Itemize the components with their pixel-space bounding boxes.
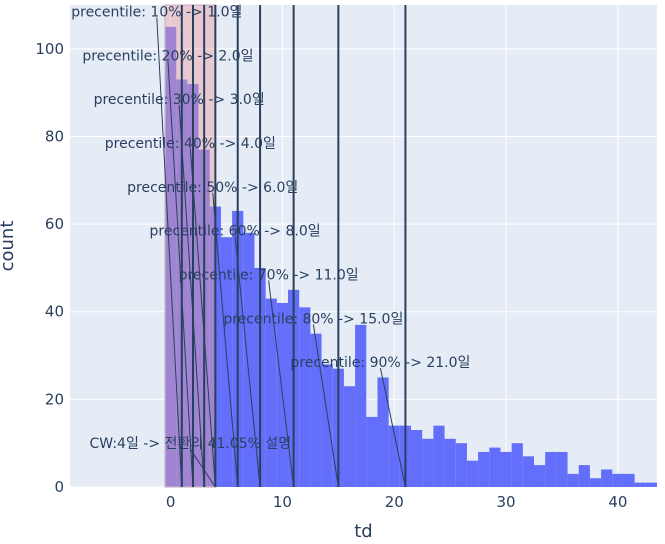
histogram-bar — [612, 473, 624, 487]
annotation-label: precentile: 90% -> 21.0일 — [290, 355, 470, 371]
axis-ticks: 0 10 20 30 40 0 20 40 60 80 100 — [35, 40, 627, 511]
histogram-bar — [422, 438, 434, 487]
histogram-bar — [321, 364, 333, 487]
annotation-arrow — [156, 17, 183, 488]
annotation-arrow — [178, 105, 205, 488]
annotation-label: CW:4일 -> 전환의 41.05% 설명 — [90, 436, 292, 452]
annotation-arrow — [189, 148, 216, 488]
histogram-bar — [645, 482, 657, 487]
histogram-bar — [466, 460, 479, 487]
histogram-bar — [265, 298, 277, 487]
histogram-bar — [433, 425, 445, 487]
histogram-bar — [522, 456, 535, 487]
x-tick-label: 30 — [497, 493, 516, 511]
y-tick-label: 20 — [45, 390, 64, 408]
y-tick-label: 80 — [45, 127, 64, 145]
histogram-bar — [567, 473, 579, 487]
annotation-label: precentile: 60% -> 8.0일 — [150, 224, 321, 240]
histogram-bar — [343, 386, 356, 487]
annotations: precentile: 10% -> 1.0일 precentile: 20% -… — [71, 5, 470, 488]
histogram-bar — [355, 324, 367, 487]
histogram-bar — [545, 451, 557, 487]
percentile-lines — [180, 5, 407, 487]
shaded-region — [164, 4, 217, 488]
y-tick-label: 100 — [35, 40, 64, 58]
annotation-label: precentile: 80% -> 15.0일 — [223, 311, 403, 327]
annotation-label: precentile: 30% -> 3.0일 — [94, 92, 265, 108]
y-tick-label: 60 — [45, 215, 64, 233]
histogram-bar — [243, 232, 255, 487]
histogram-bar — [299, 307, 311, 487]
histogram-bar — [165, 26, 177, 488]
x-axis-title: td — [354, 521, 372, 540]
y-axis-title: count — [0, 221, 18, 272]
histogram-bar — [623, 473, 635, 487]
annotation-arrow — [212, 192, 239, 488]
histogram-bar — [220, 237, 233, 487]
annotation-arrow — [312, 324, 339, 488]
histogram-bar — [500, 451, 512, 487]
histogram-bar — [444, 438, 456, 487]
histogram-bar — [478, 451, 490, 487]
x-tick-label: 10 — [273, 493, 292, 511]
histogram-bar — [511, 443, 523, 487]
histogram-bar — [411, 430, 423, 487]
annotation-arrow — [189, 448, 216, 488]
highlight-band — [164, 4, 217, 488]
annotation-arrow — [379, 368, 406, 488]
y-tick-label: 0 — [54, 478, 64, 496]
annotation-arrow — [167, 61, 194, 488]
histogram-bar — [310, 333, 322, 487]
annotation-label: precentile: 70% -> 11.0일 — [179, 267, 359, 283]
histogram-bar — [455, 443, 467, 487]
histogram-bar — [578, 465, 590, 487]
x-tick-label: 0 — [166, 493, 176, 511]
histogram-bar — [377, 377, 389, 487]
histogram-bar — [589, 478, 602, 487]
histogram-bar — [601, 469, 613, 487]
x-tick-label: 20 — [385, 493, 404, 511]
annotation-label: precentile: 20% -> 2.0일 — [82, 48, 253, 64]
histogram-bar — [489, 447, 501, 487]
annotation-label: precentile: 50% -> 6.0일 — [127, 180, 298, 196]
x-tick-label: 40 — [608, 493, 627, 511]
histogram-bar — [366, 416, 378, 487]
annotation-arrow — [268, 280, 295, 488]
annotation-arrow — [234, 236, 261, 488]
annotation-label: precentile: 10% -> 1.0일 — [71, 5, 242, 21]
histogram-bar — [388, 425, 400, 487]
annotation-label: precentile: 40% -> 4.0일 — [105, 136, 276, 152]
histogram-bar — [634, 482, 646, 487]
histogram-bar — [534, 465, 546, 487]
y-tick-label: 40 — [45, 303, 64, 321]
histogram-bar — [556, 451, 568, 487]
